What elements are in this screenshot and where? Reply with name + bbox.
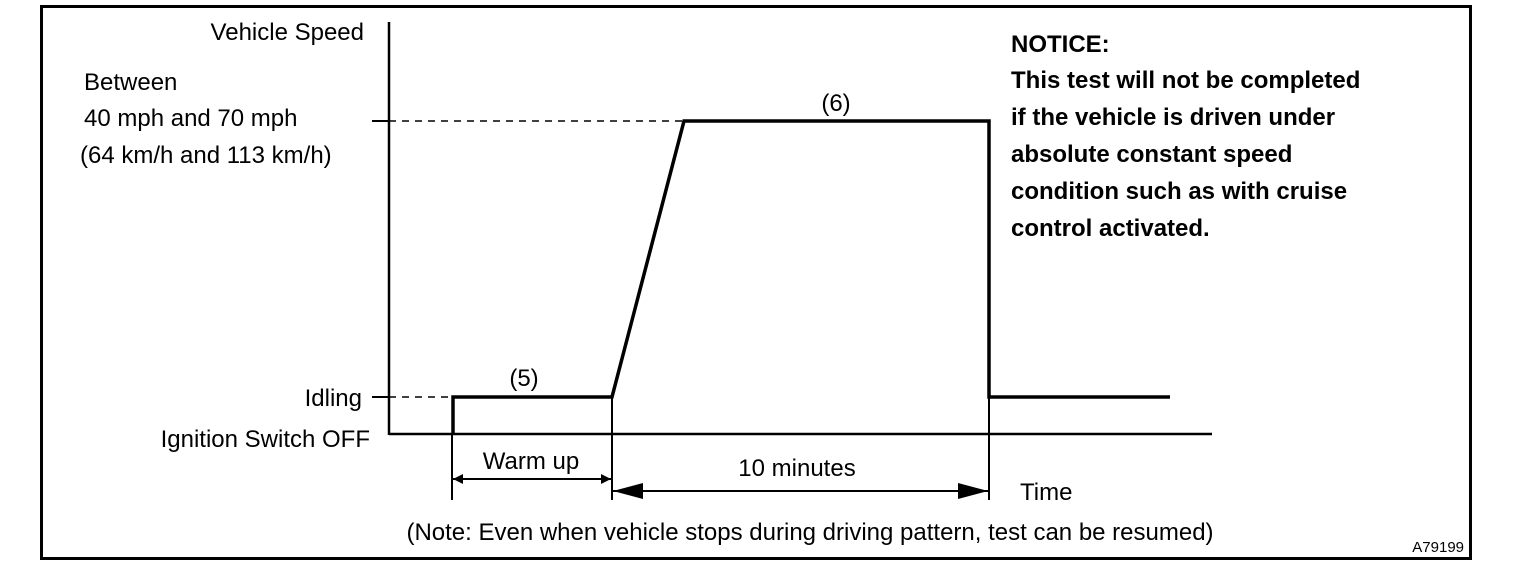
warm-up-label: Warm up [483,448,579,475]
idling-label: Idling [305,385,362,412]
notice-heading: NOTICE: [1011,31,1110,58]
ignition-switch-off-label: Ignition Switch OFF [161,426,370,453]
notice-line-2: if the vehicle is driven under [1011,104,1335,131]
step-5-label: (5) [509,365,538,392]
speed-label-line-2: 40 mph and 70 mph [84,105,297,132]
ten-minutes-label: 10 minutes [738,455,855,482]
speed-label-line-1: Between [84,69,177,96]
figure-code: A79199 [1412,539,1464,556]
notice-line-4: condition such as with cruise [1011,178,1347,205]
speed-label-line-3: (64 km/h and 113 km/h) [80,142,332,169]
notice-line-1: This test will not be completed [1011,67,1360,94]
notice-line-5: control activated. [1011,215,1210,242]
y-axis-title: Vehicle Speed [211,19,364,46]
figure-frame [40,5,1472,560]
step-6-label: (6) [821,90,850,117]
notice-line-3: absolute constant speed [1011,141,1292,168]
x-axis-title: Time [1020,479,1072,506]
resume-note: (Note: Even when vehicle stops during dr… [406,519,1213,546]
